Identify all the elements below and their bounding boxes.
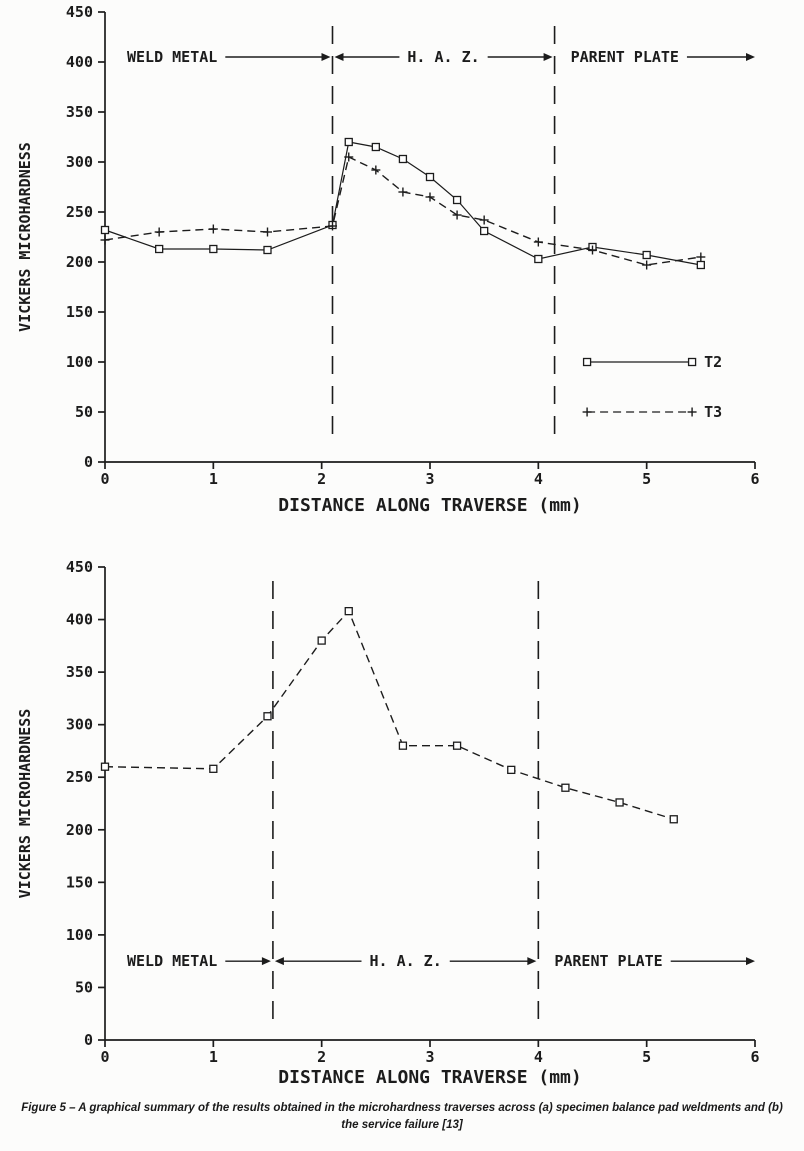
svg-text:450: 450 [66,558,93,576]
svg-text:0: 0 [100,1048,109,1066]
svg-text:6: 6 [750,470,759,488]
chart-a: 0 50 100 150 200 250 300 350 400 450 0 1 2 3 4 5 6 DISTAN… [16,3,760,516]
svg-text:VICKERS MICROHARDNESS: VICKERS MICROHARDNESS [16,142,34,332]
figure-caption: Figure 5 – A graphical summary of the re… [0,1100,804,1133]
svg-text:3: 3 [425,1048,434,1066]
svg-text:0: 0 [84,453,93,471]
svg-text:PARENT PLATE: PARENT PLATE [571,48,679,66]
svg-text:1: 1 [209,1048,218,1066]
svg-text:50: 50 [75,403,93,421]
svg-text:200: 200 [66,821,93,839]
svg-text:0: 0 [100,470,109,488]
svg-text:350: 350 [66,103,93,121]
svg-text:200: 200 [66,253,93,271]
svg-text:150: 150 [66,873,93,891]
svg-text:H. A. Z.: H. A. Z. [370,952,442,970]
chart-b: 0 50 100 150 200 250 300 350 400 450 0 1 2 3 4 5 6 DISTAN… [16,558,760,1088]
svg-text:0: 0 [84,1031,93,1049]
svg-text:2: 2 [317,1048,326,1066]
svg-text:3: 3 [425,470,434,488]
svg-text:WELD METAL: WELD METAL [127,952,217,970]
svg-text:100: 100 [66,926,93,944]
svg-text:300: 300 [66,716,93,734]
svg-text:VICKERS MICROHARDNESS: VICKERS MICROHARDNESS [16,709,34,899]
svg-text:150: 150 [66,303,93,321]
svg-text:T2: T2 [704,353,722,371]
svg-text:250: 250 [66,768,93,786]
svg-text:5: 5 [642,1048,651,1066]
svg-text:450: 450 [66,3,93,21]
svg-text:300: 300 [66,153,93,171]
caption-line-1: Figure 5 – A graphical summary of the re… [21,1102,783,1114]
svg-text:400: 400 [66,611,93,629]
svg-text:100: 100 [66,353,93,371]
svg-text:DISTANCE ALONG TRAVERSE (mm): DISTANCE ALONG TRAVERSE (mm) [278,495,581,516]
svg-text:DISTANCE ALONG TRAVERSE (mm): DISTANCE ALONG TRAVERSE (mm) [278,1067,581,1088]
svg-text:PARENT PLATE: PARENT PLATE [554,952,662,970]
svg-text:50: 50 [75,978,93,996]
svg-text:4: 4 [534,1048,543,1066]
caption-line-2: the service failure [13] [341,1118,463,1131]
svg-text:2: 2 [317,470,326,488]
svg-text:1: 1 [209,470,218,488]
svg-text:250: 250 [66,203,93,221]
svg-text:6: 6 [750,1048,759,1066]
svg-text:400: 400 [66,53,93,71]
svg-text:WELD METAL: WELD METAL [127,48,217,66]
svg-text:350: 350 [66,663,93,681]
svg-text:4: 4 [534,470,543,488]
svg-text:H. A. Z.: H. A. Z. [407,48,479,66]
svg-text:T3: T3 [704,403,722,421]
svg-text:5: 5 [642,470,651,488]
